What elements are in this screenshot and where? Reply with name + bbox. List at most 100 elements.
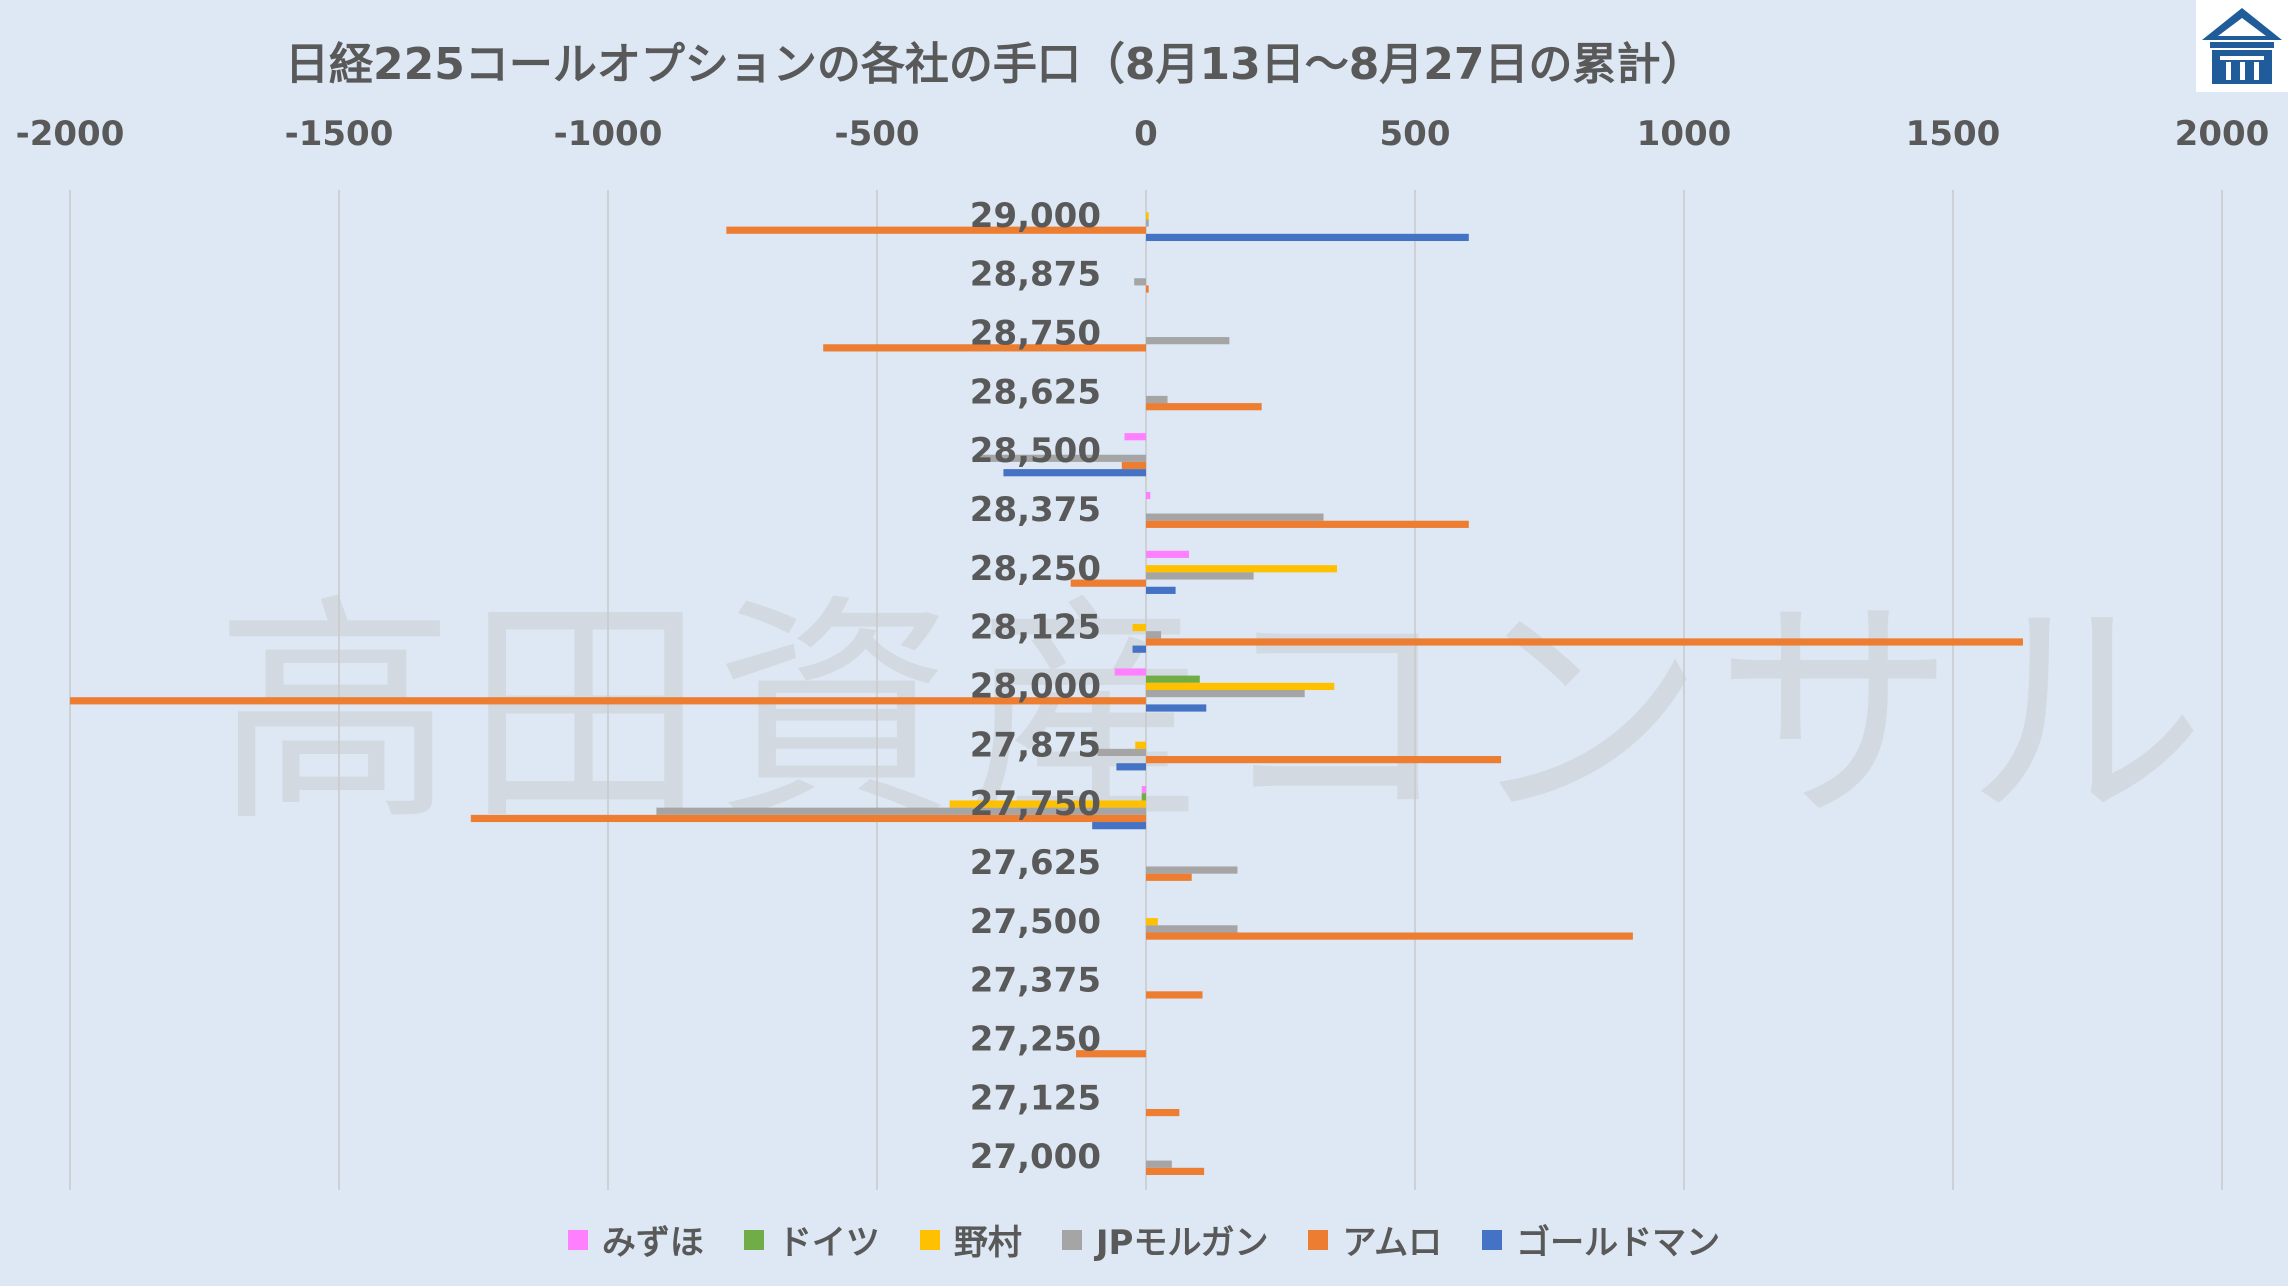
x-tick-label: 500	[1380, 114, 1451, 154]
bar	[823, 344, 1146, 352]
legend-label: ゴールドマン	[1516, 1223, 1721, 1263]
bar	[726, 226, 1146, 234]
x-tick-label: -1500	[285, 114, 394, 154]
x-tick-label: 0	[1134, 114, 1158, 154]
legend-label: ドイツ	[777, 1223, 880, 1263]
category-label: 27,750	[970, 784, 1101, 824]
bar	[1146, 403, 1262, 411]
bar	[1146, 873, 1192, 881]
legend-label: アムロ	[1342, 1223, 1443, 1263]
bar	[1132, 645, 1146, 653]
x-tick-label: 1000	[1637, 114, 1732, 154]
watermark-text: 高田資産コンサル	[215, 574, 2216, 854]
bar	[1146, 395, 1168, 404]
legend-item: アムロ	[1308, 1215, 1442, 1264]
bar	[1146, 337, 1230, 345]
legend-label: みずほ	[601, 1223, 704, 1263]
bar	[1146, 491, 1151, 500]
category-label: 27,250	[970, 1019, 1101, 1059]
bar	[1146, 1160, 1172, 1168]
legend-label: JPモルガン	[1095, 1223, 1269, 1263]
x-tick-label: -1000	[554, 114, 663, 154]
category-label: 28,750	[970, 314, 1101, 354]
bar	[949, 800, 1146, 808]
bar	[1141, 786, 1146, 794]
bar	[1146, 572, 1254, 580]
bar	[1146, 675, 1200, 683]
bar	[1146, 704, 1207, 712]
bar	[1076, 1050, 1146, 1058]
bar	[1146, 586, 1176, 594]
bar	[470, 814, 1146, 823]
bar	[1134, 278, 1146, 286]
x-tick-label: -2000	[16, 114, 125, 154]
category-label: 28,500	[970, 431, 1101, 471]
bar	[1135, 741, 1146, 749]
bar	[1141, 793, 1146, 801]
bar	[1114, 668, 1146, 676]
bar	[1116, 763, 1146, 771]
chart-legend: みずほ ドイツ 野村 JPモルガン アムロ ゴールドマン	[0, 1215, 2288, 1264]
legend-swatch	[1482, 1229, 1503, 1250]
bar	[656, 807, 1146, 815]
category-label: 28,000	[970, 667, 1101, 707]
bar	[1146, 682, 1335, 690]
category-label: 28,625	[970, 372, 1101, 412]
category-label: 27,375	[970, 961, 1101, 1001]
legend-swatch	[1061, 1229, 1082, 1250]
bar	[1146, 1108, 1180, 1117]
bar	[1146, 513, 1324, 521]
category-label: 28,125	[970, 608, 1101, 648]
bar	[1003, 469, 1146, 477]
bar	[1146, 212, 1149, 220]
category-label: 28,250	[970, 549, 1101, 589]
bar	[1146, 690, 1305, 698]
bar	[70, 697, 1146, 705]
bar	[1146, 233, 1469, 242]
bar	[1146, 866, 1238, 874]
building-logo-icon	[2202, 8, 2282, 84]
bar	[1146, 565, 1337, 573]
x-tick-label: -500	[834, 114, 919, 154]
legend-item: みずほ	[567, 1215, 704, 1264]
bar	[1146, 991, 1203, 999]
category-label: 28,875	[970, 255, 1101, 295]
bar	[1097, 748, 1146, 757]
chart-title: 日経225コールオプションの各社の手口（8月13日～8月27日の累計）	[285, 39, 1705, 90]
legend-swatch	[1308, 1229, 1329, 1250]
bar	[1146, 550, 1190, 558]
bar	[979, 454, 1146, 462]
x-tick-label: 1500	[1906, 114, 2001, 154]
legend-label: 野村	[953, 1223, 1022, 1263]
category-label: 27,000	[970, 1137, 1101, 1177]
legend-item: 野村	[919, 1215, 1022, 1264]
bar	[1146, 285, 1149, 293]
logo	[2196, 0, 2288, 92]
category-label: 27,875	[970, 725, 1101, 765]
legend-swatch	[567, 1229, 588, 1250]
bar	[1146, 520, 1469, 528]
bar	[1121, 461, 1146, 470]
bar	[1146, 1167, 1205, 1175]
bar	[1070, 579, 1146, 587]
legend-item: ドイツ	[743, 1215, 880, 1264]
category-label: 29,000	[970, 196, 1101, 236]
bar	[1146, 631, 1162, 639]
x-tick-label: 2000	[2175, 114, 2270, 154]
category-label: 28,375	[970, 490, 1101, 530]
legend-swatch	[743, 1229, 764, 1250]
category-label: 27,625	[970, 843, 1101, 883]
bar	[1146, 918, 1158, 926]
legend-swatch	[919, 1229, 940, 1250]
bar	[1124, 433, 1146, 441]
category-label: 27,125	[970, 1078, 1101, 1118]
bar	[1092, 822, 1146, 830]
bar	[1146, 925, 1238, 933]
legend-item: JPモルガン	[1061, 1215, 1269, 1264]
bar	[1132, 623, 1146, 632]
bar	[1146, 219, 1149, 227]
bar	[1146, 932, 1633, 940]
category-label: 27,500	[970, 902, 1101, 942]
legend-item: ゴールドマン	[1482, 1215, 1720, 1264]
